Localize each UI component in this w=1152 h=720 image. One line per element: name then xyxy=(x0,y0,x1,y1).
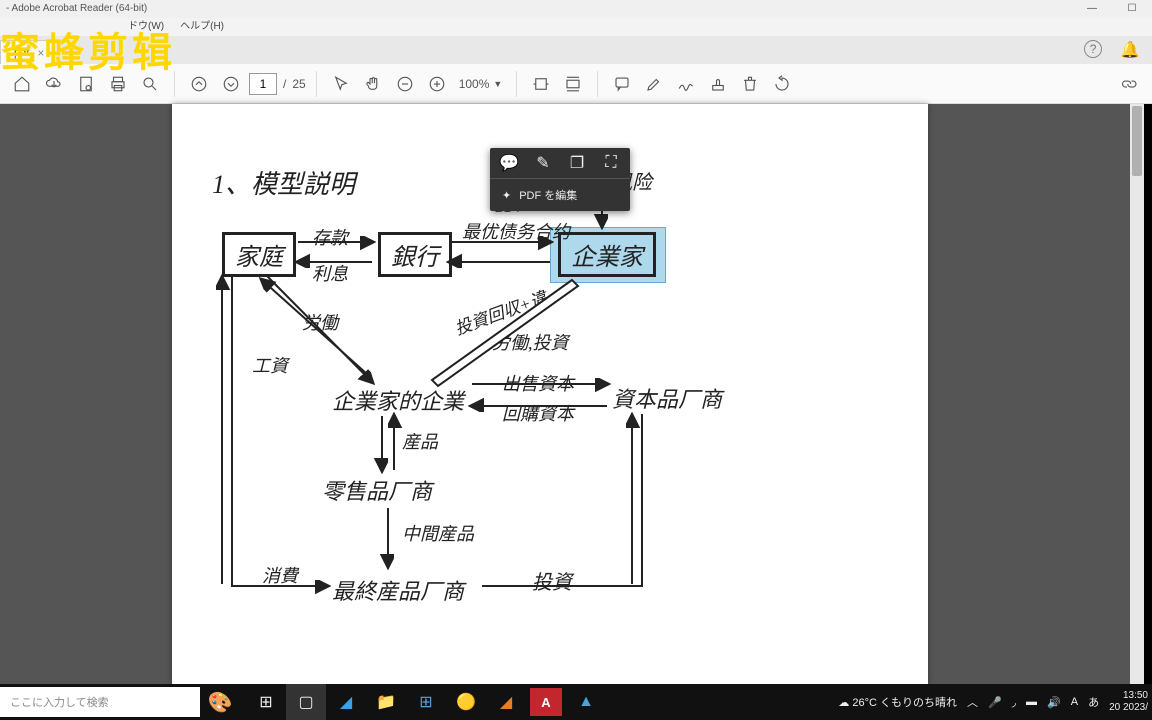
rotate-icon[interactable] xyxy=(768,70,796,98)
weather-widget[interactable]: ☁ 26°C くもりのち晴れ xyxy=(838,694,957,710)
stamp-icon[interactable] xyxy=(704,70,732,98)
float-comment-icon[interactable]: 💬 xyxy=(500,154,518,172)
task-view-icon[interactable]: ⊞ xyxy=(246,684,286,720)
taskbar-search[interactable]: ここに入力して検索 xyxy=(0,687,200,717)
tray-wifi-icon[interactable]: ◞ xyxy=(1012,696,1016,709)
bell-icon[interactable]: 🔔 xyxy=(1120,40,1140,60)
windows-taskbar: ここに入力して検索 🎨 ⊞ ▢ ◢ 📁 ⊞ 🟡 ◢ A ▲ ☁ 26°C くもり… xyxy=(0,684,1152,720)
page-total: 25 xyxy=(292,77,305,91)
comment-icon[interactable] xyxy=(608,70,636,98)
vertical-scrollbar[interactable] xyxy=(1130,104,1144,684)
tray-ime2-icon[interactable]: あ xyxy=(1088,694,1099,710)
tray-clock[interactable]: 13:50 20 2023/ xyxy=(1109,690,1148,714)
app-icon[interactable]: ▲ xyxy=(566,684,606,720)
annotation-toolbar[interactable]: 💬 ✎ ❐ ⛶ ✦ PDF を編集 xyxy=(490,148,630,211)
tray-chevron-icon[interactable]: ︿ xyxy=(967,694,978,710)
page-down-icon[interactable] xyxy=(217,70,245,98)
tray-battery-icon[interactable]: ▬ xyxy=(1026,696,1037,708)
tray-ime-icon[interactable]: A xyxy=(1071,696,1078,708)
app-title: - Adobe Acrobat Reader (64-bit) xyxy=(6,3,147,14)
fit-width-icon[interactable] xyxy=(527,70,555,98)
store-icon[interactable]: ⊞ xyxy=(406,684,446,720)
title-bar: - Adobe Acrobat Reader (64-bit) — ☐ xyxy=(0,0,1152,18)
float-pen-icon[interactable]: ✎ xyxy=(534,154,552,172)
chrome-icon[interactable]: 🟡 xyxy=(446,684,486,720)
page-indicator: / 25 xyxy=(249,73,306,95)
zoom-out-icon[interactable] xyxy=(391,70,419,98)
tray-sound-icon[interactable]: 🔊 xyxy=(1047,696,1061,709)
edit-pdf-icon: ✦ xyxy=(502,189,511,202)
zoom-in-icon[interactable] xyxy=(423,70,451,98)
zoom-level[interactable]: 100%▼ xyxy=(455,77,507,91)
minimize-button[interactable]: — xyxy=(1072,0,1112,18)
float-edit-pdf[interactable]: ✦ PDF を編集 xyxy=(490,179,630,211)
maximize-button[interactable]: ☐ xyxy=(1112,0,1152,18)
highlight-icon[interactable] xyxy=(640,70,668,98)
matlab-icon[interactable]: ◢ xyxy=(486,684,526,720)
fit-page-icon[interactable] xyxy=(559,70,587,98)
hand-tool-icon[interactable] xyxy=(359,70,387,98)
tray-mic-icon[interactable]: 🎤 xyxy=(988,696,1002,709)
watermark-overlay: 蜜蜂剪辑 xyxy=(0,20,176,78)
box-entrepreneur: 企業家 xyxy=(558,232,656,277)
terminal-icon[interactable]: ▢ xyxy=(286,684,326,720)
system-tray: ☁ 26°C くもりのち晴れ ︿ 🎤 ◞ ▬ 🔊 A あ 13:50 20 20… xyxy=(838,690,1148,714)
link-icon[interactable] xyxy=(1116,70,1144,98)
explorer-icon[interactable]: 📁 xyxy=(366,684,406,720)
select-tool-icon[interactable] xyxy=(327,70,355,98)
help-icon[interactable]: ? xyxy=(1084,40,1102,58)
vscode-icon[interactable]: ◢ xyxy=(326,684,366,720)
document-viewport[interactable]: 1、模型説明 CSV 最优债务合约 隐性风险 家庭 銀行 企業家 存款 利息 労… xyxy=(0,104,1144,684)
scrollbar-thumb[interactable] xyxy=(1132,106,1142,176)
float-copy-icon[interactable]: ❐ xyxy=(568,154,586,172)
float-expand-icon[interactable]: ⛶ xyxy=(602,154,620,172)
delete-icon[interactable] xyxy=(736,70,764,98)
cortana-icon[interactable]: 🎨 xyxy=(200,684,240,720)
sign-icon[interactable] xyxy=(672,70,700,98)
page-input[interactable] xyxy=(249,73,277,95)
page-up-icon[interactable] xyxy=(185,70,213,98)
acrobat-icon[interactable]: A xyxy=(530,688,562,716)
menu-help[interactable]: ヘルプ(H) xyxy=(172,18,232,36)
